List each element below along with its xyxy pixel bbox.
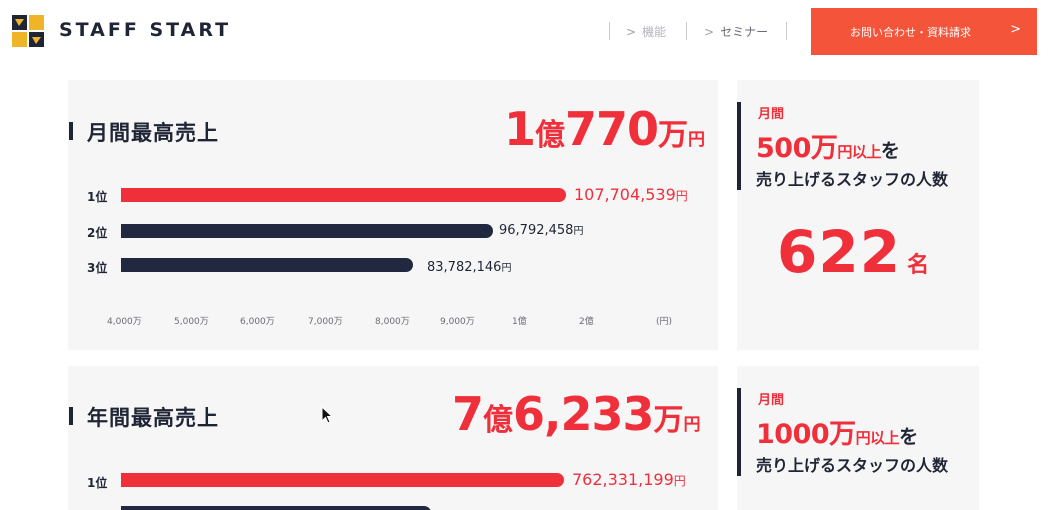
monthly-bar-rank3 (121, 258, 413, 272)
brand-name[interactable]: STAFF START (59, 19, 232, 41)
monthly-value-rank3: 83,782,146円 (427, 260, 512, 275)
annual-value-rank1: 762,331,199円 (572, 470, 686, 489)
chevron-right-icon: > (626, 25, 637, 39)
rank-label: 3位 (87, 261, 108, 275)
nav-item-seminar[interactable]: > セミナー (704, 25, 769, 39)
nav-divider (686, 22, 687, 40)
monthly-staff-count-card (737, 80, 979, 350)
side-label: 月間 (758, 107, 785, 122)
side-label: 月間 (758, 393, 785, 408)
monthly-bar-rank2 (121, 224, 493, 238)
rank-label: 2位 (87, 226, 108, 240)
side-accent-bar (737, 388, 741, 476)
axis-tick: 1億 (512, 317, 527, 327)
annual-bar-rank2 (121, 506, 431, 510)
nav-divider (609, 22, 610, 40)
axis-tick: 2億 (579, 317, 594, 327)
chevron-right-icon: > (1010, 22, 1021, 37)
monthly-sales-card (68, 80, 718, 350)
annual-staff-count-card (737, 366, 979, 510)
nav-divider (786, 22, 787, 40)
heading-accent-bar (69, 407, 73, 425)
side-subtitle: 売り上げるスタッフの人数 (756, 456, 949, 475)
axis-tick: 5,000万 (174, 317, 209, 327)
axis-tick: 9,000万 (440, 317, 475, 327)
axis-tick: 8,000万 (375, 317, 410, 327)
annual-top-amount: 7億6,233万円 (452, 387, 701, 441)
axis-tick: 6,000万 (240, 317, 275, 327)
staff-count: 622 名 (777, 218, 930, 286)
side-threshold: 1000万円以上を (756, 419, 918, 450)
side-threshold: 500万円以上を (756, 133, 900, 164)
contact-request-button[interactable]: お問い合わせ・資料請求 > (811, 8, 1037, 55)
annual-sales-title: 年間最高売上 (87, 406, 219, 430)
rank-label: 1位 (87, 190, 108, 204)
rank-label: 1位 (87, 476, 108, 490)
cta-label: お問い合わせ・資料請求 (850, 25, 971, 39)
site-header: STAFF START > 機能 > セミナー お問い合わせ・資料請求 > (0, 0, 1051, 64)
axis-tick: 4,000万 (107, 317, 142, 327)
annual-bar-rank1 (121, 473, 564, 487)
monthly-bar-rank1 (121, 188, 566, 202)
mouse-cursor-icon (321, 406, 333, 424)
monthly-sales-title: 月間最高売上 (87, 121, 219, 145)
heading-accent-bar (69, 122, 73, 140)
monthly-value-rank2: 96,792,458円 (499, 223, 584, 238)
side-accent-bar (737, 102, 741, 190)
nav-item-features[interactable]: > 機能 (626, 25, 667, 39)
chevron-right-icon: > (704, 25, 715, 39)
staff-start-logo-icon[interactable] (12, 15, 46, 49)
monthly-value-rank1: 107,704,539円 (574, 185, 688, 204)
axis-unit: (円) (656, 317, 673, 327)
side-subtitle: 売り上げるスタッフの人数 (756, 170, 949, 189)
monthly-top-amount: 1億770万円 (504, 102, 706, 156)
axis-tick: 7,000万 (308, 317, 343, 327)
